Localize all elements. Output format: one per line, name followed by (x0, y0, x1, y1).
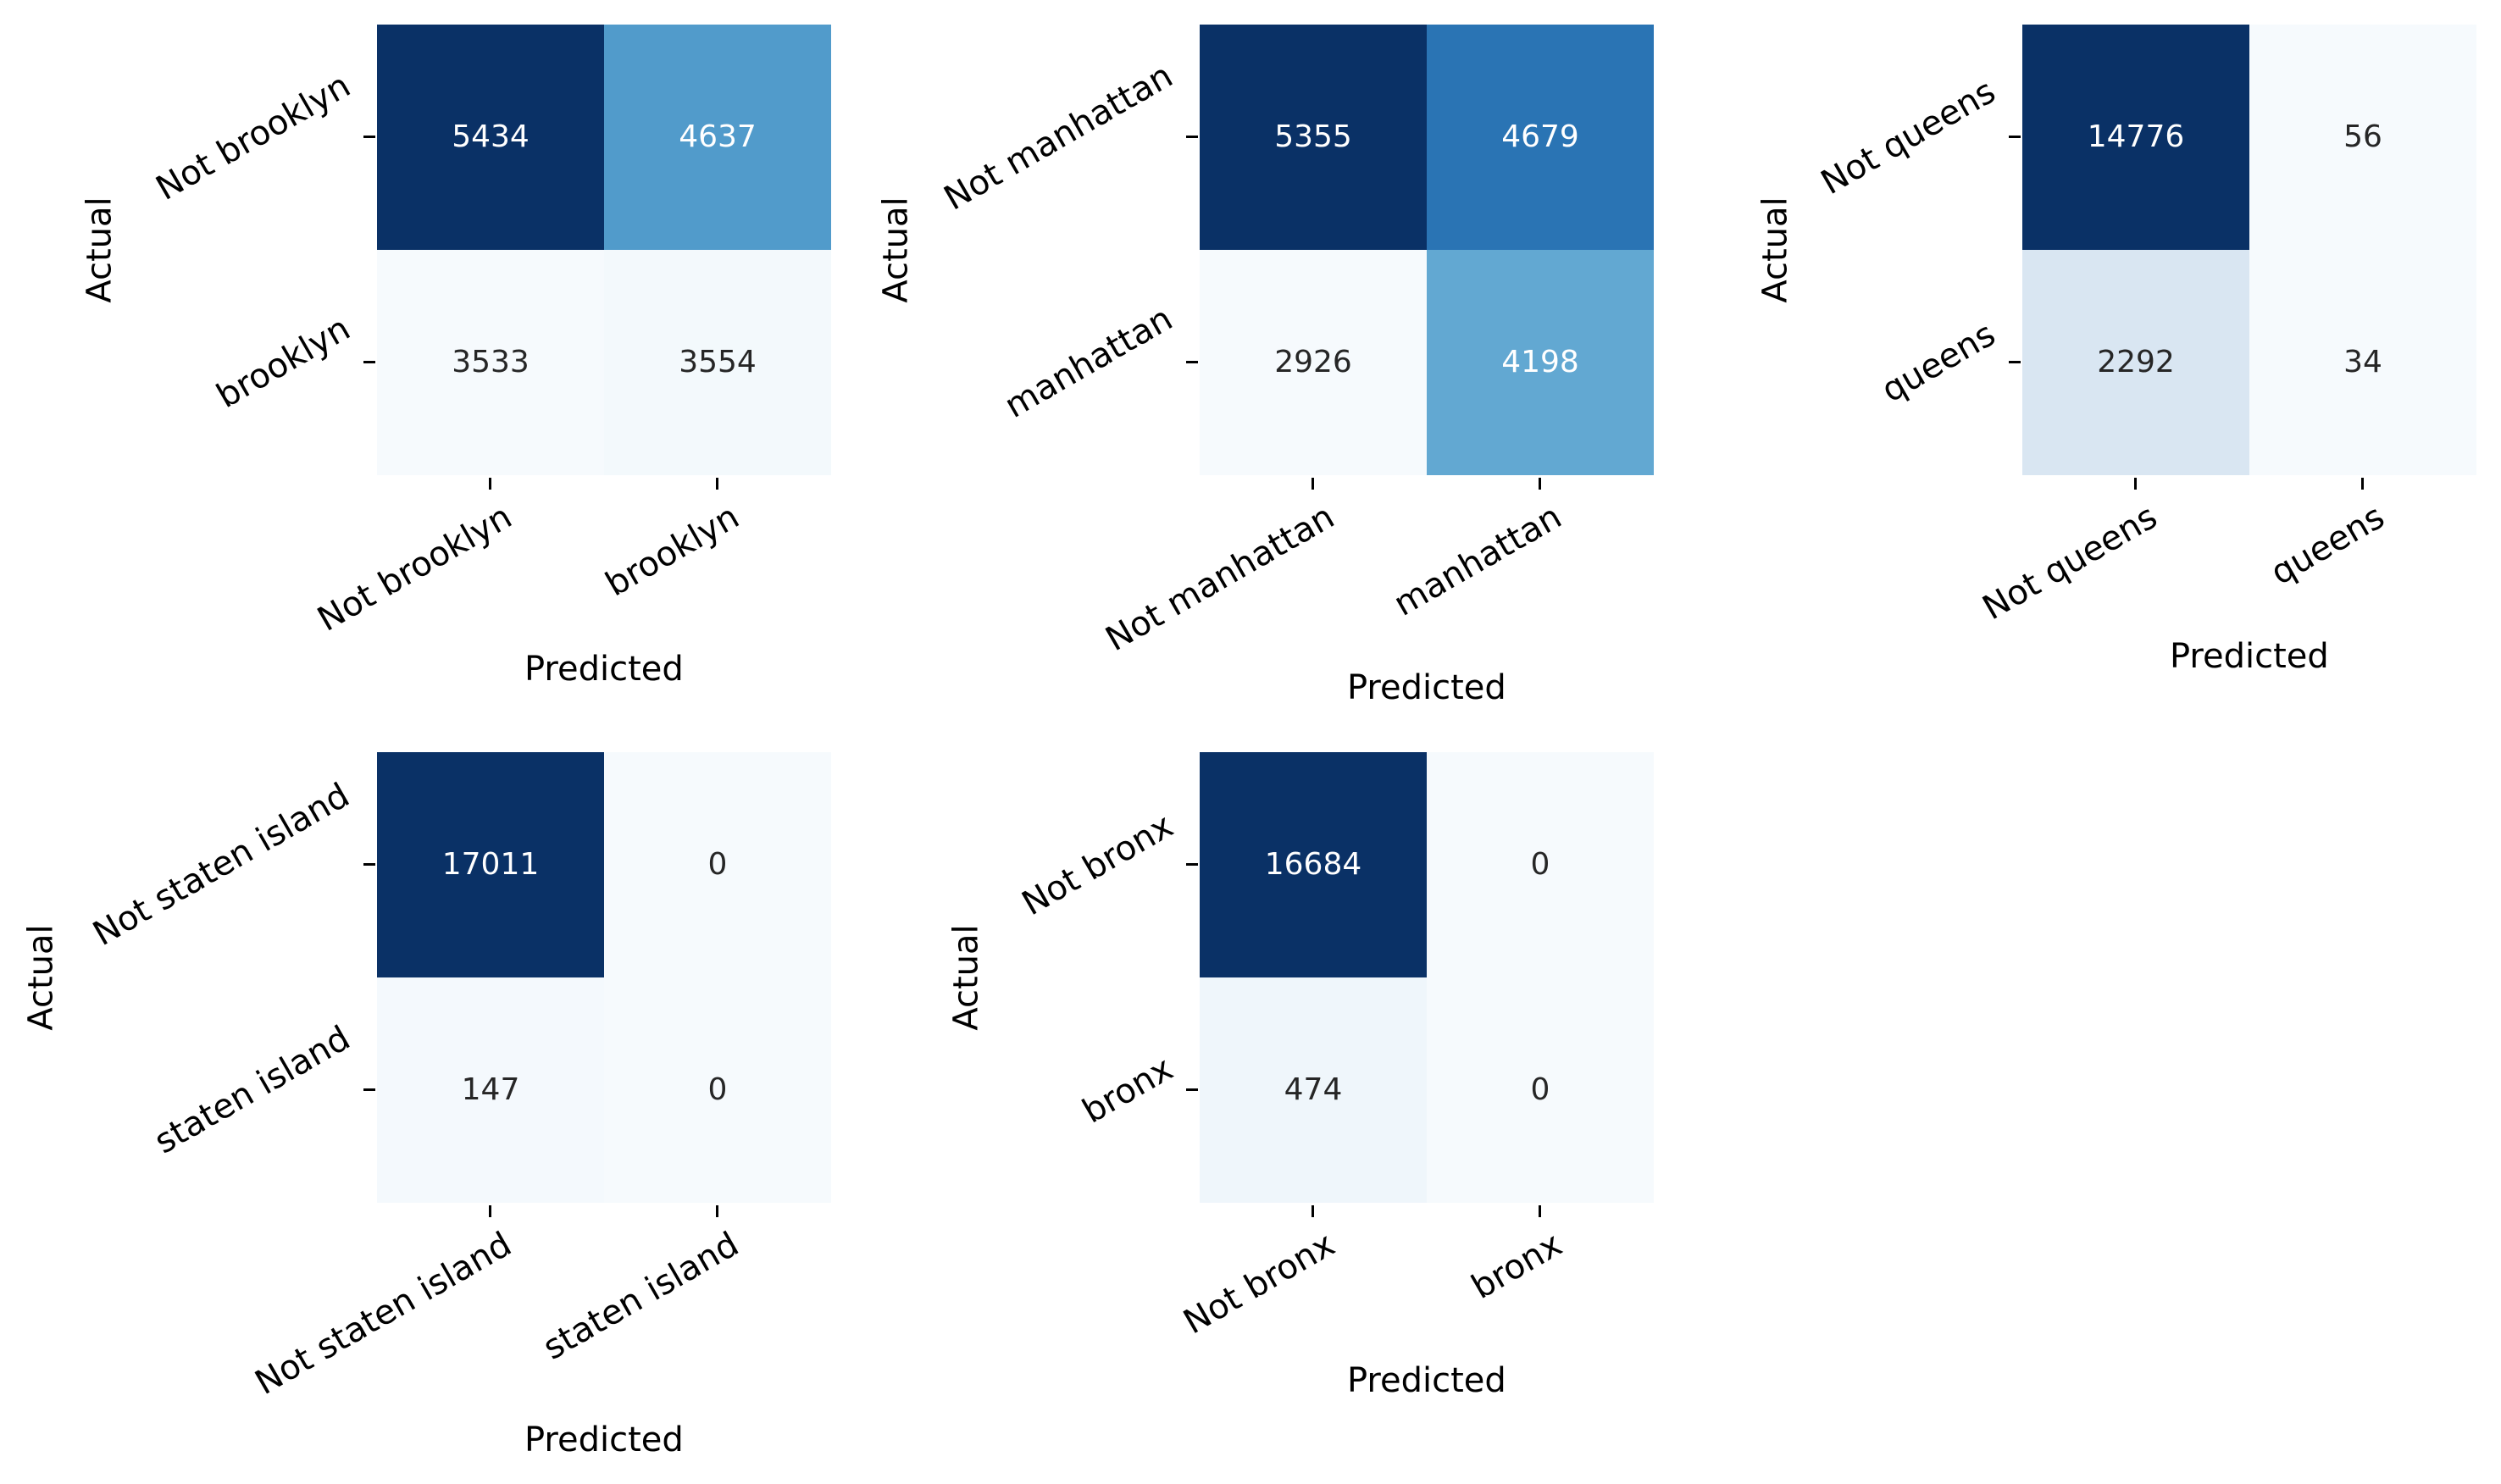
cell-r1c0: 2292 (2022, 250, 2249, 475)
x-tick-label: Not manhattan (1099, 497, 1341, 660)
cell-r1c1: 34 (2249, 250, 2476, 475)
x-tick-label: staten island (536, 1225, 746, 1368)
cell-value: 5355 (1274, 119, 1352, 154)
cell-value: 4637 (679, 119, 757, 154)
x-tick-mark (1539, 478, 1541, 490)
cell-value: 4198 (1501, 345, 1579, 379)
y-tick-mark (363, 136, 375, 138)
cell-r1c0: 3533 (377, 250, 604, 475)
y-tick-mark (363, 863, 375, 866)
x-tick-label: Not bronx (1177, 1225, 1342, 1343)
y-tick-mark (2009, 136, 2021, 138)
x-tick-mark (2361, 478, 2364, 490)
cell-value: 474 (1284, 1072, 1343, 1107)
cell-r0c1: 4637 (604, 25, 831, 250)
cell-value: 14776 (2087, 119, 2185, 154)
y-tick-mark (1186, 1088, 1198, 1091)
cell-r1c1: 0 (1427, 977, 1654, 1203)
heatmap-grid-bronx: 16684 0 474 0 (1200, 752, 1654, 1203)
x-tick-label: Not brooklyn (311, 497, 518, 640)
y-tick-mark (2009, 361, 2021, 363)
cell-r1c1: 4198 (1427, 250, 1654, 475)
cell-value: 147 (461, 1072, 520, 1107)
heatmap-grid-staten-island: 17011 0 147 0 (377, 752, 831, 1203)
cell-value: 2926 (1274, 345, 1352, 379)
cell-r0c1: 4679 (1427, 25, 1654, 250)
y-tick-label: queens (1875, 314, 2003, 411)
x-axis-title: Predicted (2170, 637, 2329, 676)
y-tick-mark (363, 361, 375, 363)
x-axis-title: Predicted (524, 650, 684, 689)
y-tick-label: Not staten island (86, 775, 357, 955)
cell-value: 17011 (441, 847, 540, 882)
cell-r1c0: 474 (1200, 977, 1427, 1203)
y-tick-label: Not manhattan (937, 56, 1179, 219)
cell-value: 0 (707, 847, 728, 882)
cell-r0c0: 5355 (1200, 25, 1427, 250)
heatmap-grid-manhattan: 5355 4679 2926 4198 (1200, 25, 1654, 475)
y-tick-mark (1186, 136, 1198, 138)
y-axis-title: Actual (946, 924, 986, 1031)
y-tick-label: staten island (147, 1018, 357, 1162)
x-tick-label: Not staten island (248, 1225, 518, 1404)
heatmap-grid-brooklyn: 5434 4637 3533 3554 (377, 25, 831, 475)
cell-value: 16684 (1264, 847, 1362, 882)
cell-r1c1: 3554 (604, 250, 831, 475)
x-tick-mark (1312, 1205, 1314, 1217)
cell-value: 4679 (1501, 119, 1579, 154)
y-axis-title: Actual (876, 197, 916, 303)
x-axis-title: Predicted (1347, 1361, 1506, 1400)
x-tick-mark (2134, 478, 2137, 490)
cell-r1c1: 0 (604, 977, 831, 1203)
cell-r1c0: 147 (377, 977, 604, 1203)
cell-r0c0: 5434 (377, 25, 604, 250)
cell-r0c0: 14776 (2022, 25, 2249, 250)
y-tick-label: Not brooklyn (149, 66, 357, 208)
x-tick-mark (1312, 478, 1314, 490)
cell-r0c0: 16684 (1200, 752, 1427, 977)
cell-value: 5434 (452, 119, 530, 154)
y-axis-title: Actual (80, 197, 119, 303)
cell-value: 0 (1530, 1072, 1550, 1107)
y-tick-label: Not queens (1814, 71, 2002, 203)
x-tick-mark (716, 1205, 718, 1217)
x-tick-mark (1539, 1205, 1541, 1217)
cell-value: 56 (2343, 119, 2382, 154)
y-axis-title: Actual (21, 924, 61, 1031)
x-tick-label: manhattan (1387, 497, 1568, 624)
x-tick-mark (716, 478, 718, 490)
cell-value: 0 (707, 1072, 728, 1107)
y-tick-mark (1186, 361, 1198, 363)
y-tick-label: manhattan (998, 299, 1179, 426)
x-tick-mark (489, 478, 491, 490)
x-tick-label: bronx (1465, 1225, 1569, 1308)
cell-value: 2292 (2097, 345, 2175, 379)
cell-value: 34 (2343, 345, 2382, 379)
cell-r0c1: 0 (1427, 752, 1654, 977)
cell-r0c1: 0 (604, 752, 831, 977)
heatmap-grid-queens: 14776 56 2292 34 (2022, 25, 2476, 475)
cell-r0c1: 56 (2249, 25, 2476, 250)
y-tick-label: Not bronx (1015, 806, 1180, 924)
y-axis-title: Actual (1755, 197, 1795, 303)
cell-r0c0: 17011 (377, 752, 604, 977)
y-tick-mark (1186, 863, 1198, 866)
x-axis-title: Predicted (524, 1420, 684, 1459)
x-tick-label: Not queens (1976, 497, 2164, 628)
x-axis-title: Predicted (1347, 668, 1506, 707)
cell-value: 0 (1530, 847, 1550, 882)
x-tick-label: queens (2264, 497, 2392, 593)
cell-value: 3554 (679, 345, 757, 379)
cell-value: 3533 (452, 345, 530, 379)
x-tick-label: brooklyn (599, 497, 746, 605)
cell-r1c0: 2926 (1200, 250, 1427, 475)
y-tick-label: brooklyn (210, 308, 358, 417)
y-tick-mark (363, 1088, 375, 1091)
y-tick-label: bronx (1076, 1049, 1180, 1132)
x-tick-mark (489, 1205, 491, 1217)
